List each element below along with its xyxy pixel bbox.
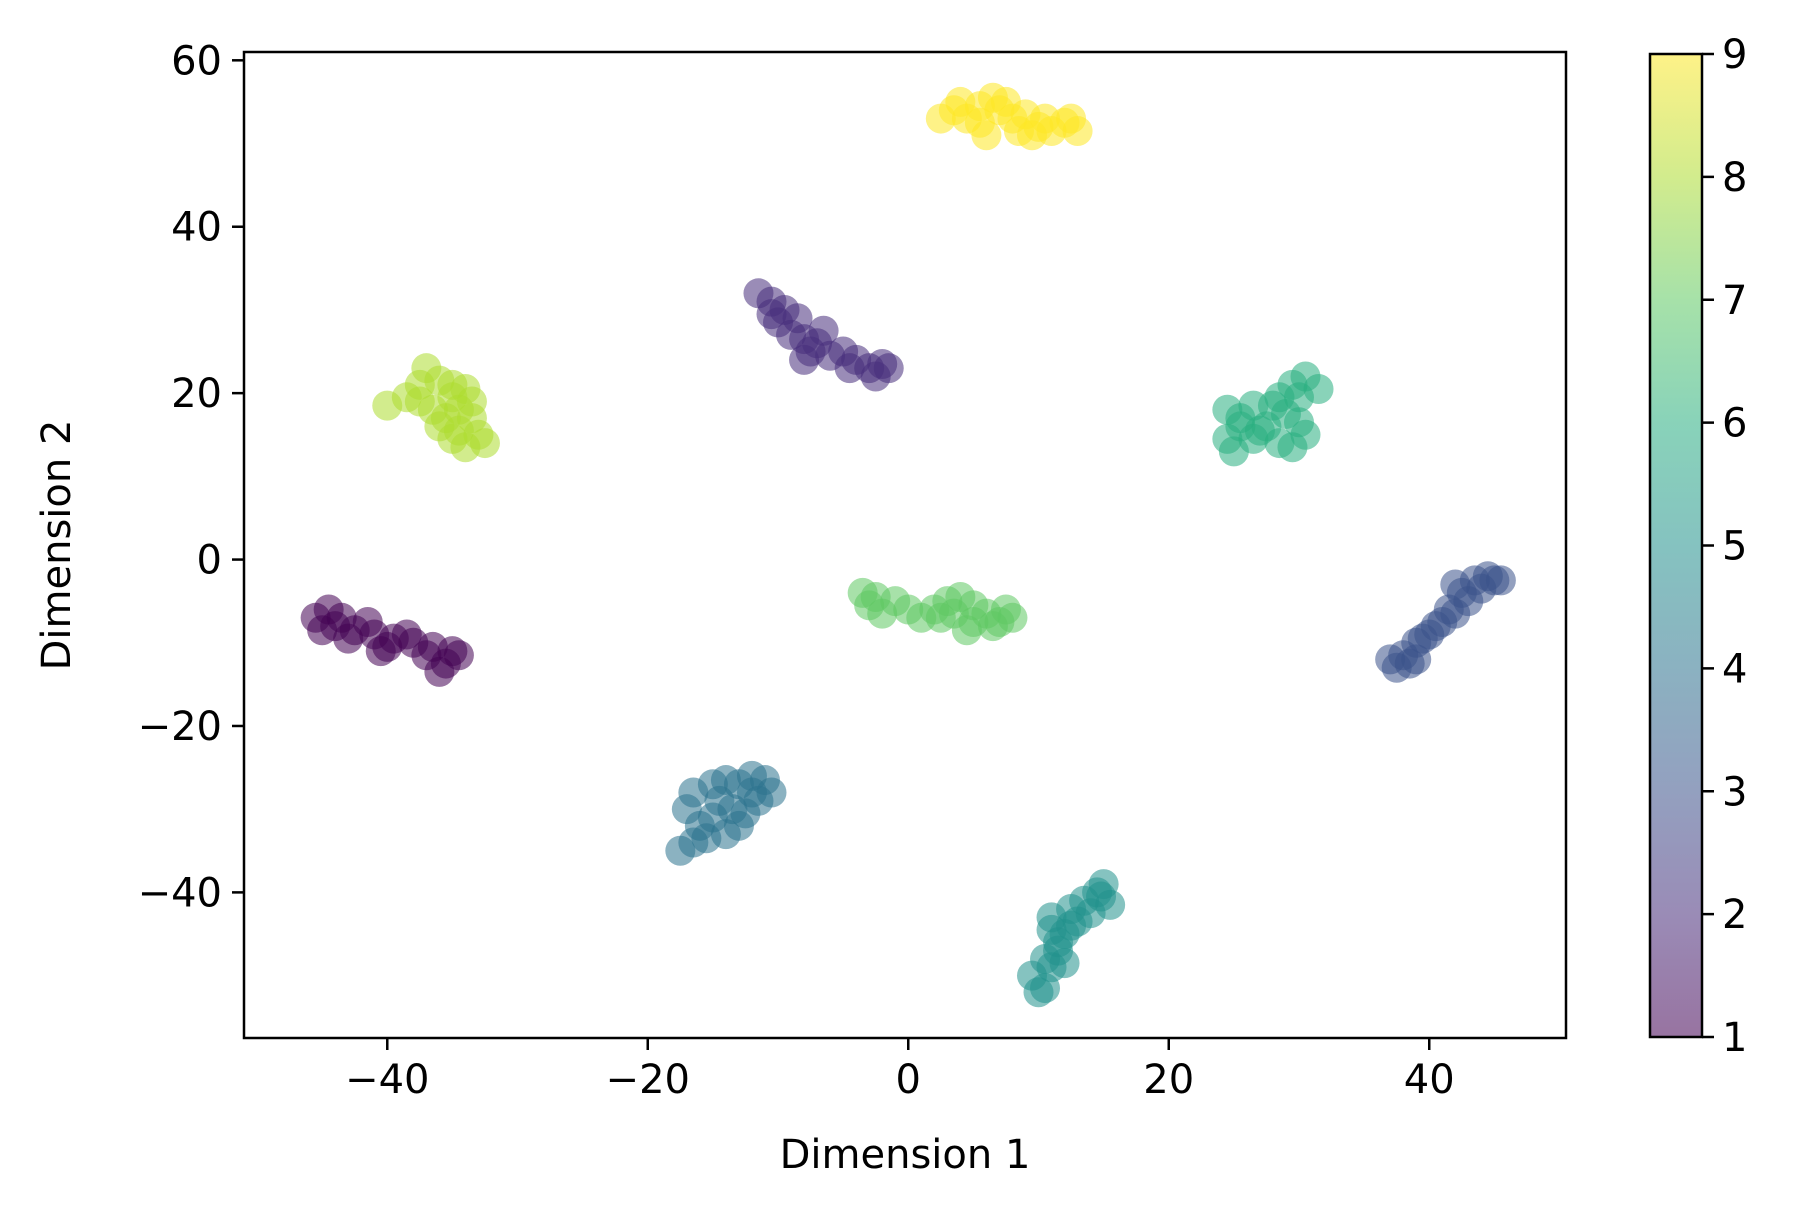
data-point — [424, 656, 455, 687]
x-tick-label: −20 — [606, 1057, 690, 1103]
colorbar-tick-label: 6 — [1722, 401, 1747, 447]
data-point — [326, 602, 357, 633]
data-point — [945, 86, 976, 117]
cluster-1 — [300, 594, 474, 687]
x-tick-label: −40 — [345, 1057, 429, 1103]
data-point — [365, 636, 396, 667]
data-point — [964, 107, 995, 138]
data-point — [1420, 611, 1451, 642]
colorbar-tick-label: 4 — [1722, 646, 1747, 692]
data-point — [860, 582, 891, 613]
colorbar-tick-label: 5 — [1722, 524, 1747, 570]
x-tick-label: 20 — [1143, 1057, 1194, 1103]
data-point — [736, 777, 767, 808]
data-point — [1056, 103, 1087, 134]
data-point — [1016, 120, 1047, 151]
colorbar-tick-label: 2 — [1722, 892, 1747, 938]
y-tick-label: −20 — [138, 704, 222, 750]
data-point — [437, 382, 468, 413]
cluster-6 — [1212, 361, 1334, 467]
data-point — [352, 606, 383, 637]
y-axis-label: Dimension 2 — [34, 420, 80, 671]
y-tick-label: 0 — [197, 538, 222, 584]
data-point — [990, 86, 1021, 117]
colorbar-tick-label: 7 — [1722, 278, 1747, 324]
y-tick-label: 40 — [171, 205, 222, 251]
y-tick-label: 60 — [171, 38, 222, 84]
colorbar-gradient — [1650, 54, 1702, 1037]
x-axis-label: Dimension 1 — [780, 1132, 1031, 1178]
data-point — [1264, 382, 1295, 413]
data-point — [1023, 977, 1054, 1008]
data-point — [925, 602, 956, 633]
data-point — [1401, 644, 1432, 675]
cluster-2 — [743, 278, 904, 392]
colorbar-tick-label: 9 — [1722, 32, 1747, 78]
data-point — [1062, 906, 1093, 937]
data-point — [391, 619, 422, 650]
data-point — [717, 794, 748, 825]
y-tick-label: 20 — [171, 371, 222, 417]
data-point — [1049, 948, 1080, 979]
data-point — [789, 344, 820, 375]
cluster-5 — [1016, 869, 1126, 1008]
x-tick-label: 40 — [1404, 1057, 1455, 1103]
cluster-3 — [1375, 561, 1516, 683]
y-tick-label: −40 — [138, 870, 222, 916]
plot-frame — [242, 50, 1568, 1040]
data-point — [1225, 411, 1256, 442]
data-point — [756, 299, 787, 330]
data-point — [691, 823, 722, 854]
colorbar-tick-label: 1 — [1722, 1015, 1747, 1061]
data-point — [424, 411, 455, 442]
data-point — [834, 353, 865, 384]
x-axis-ticks: −40 −20 0 20 40 — [345, 1038, 1455, 1103]
data-point — [951, 615, 982, 646]
x-tick-label: 0 — [896, 1057, 921, 1103]
data-point — [1283, 407, 1314, 438]
data-point — [1086, 881, 1117, 912]
data-point — [1303, 373, 1334, 404]
cluster-7 — [847, 577, 1028, 646]
colorbar-tick-label: 3 — [1722, 769, 1747, 815]
data-point — [860, 361, 891, 392]
cluster-8 — [372, 353, 500, 463]
data-point — [1036, 914, 1067, 945]
y-axis-ticks: 60 40 20 0 −20 −40 — [138, 38, 244, 916]
scatter-points — [300, 82, 1516, 1008]
colorbar-ticks: 1 2 3 4 5 6 7 8 9 — [1702, 32, 1747, 1061]
cluster-9 — [925, 82, 1093, 151]
data-point — [808, 315, 839, 346]
data-point — [1485, 565, 1516, 596]
data-point — [404, 386, 435, 417]
cluster-4 — [665, 760, 787, 866]
colorbar-tick-label: 8 — [1722, 155, 1747, 201]
data-point — [456, 403, 487, 434]
colorbar: 1 2 3 4 5 6 7 8 9 — [1648, 32, 1747, 1061]
data-point — [1440, 569, 1471, 600]
